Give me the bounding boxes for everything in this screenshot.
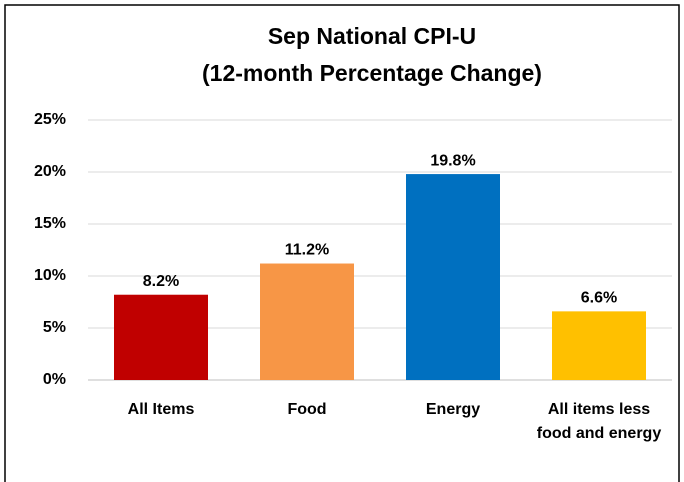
x-tick-label: All items less food and energy [536, 401, 662, 442]
x-tick-label: Food [287, 401, 327, 418]
value-label: 8.2% [143, 273, 179, 290]
frame [4, 4, 680, 482]
value-label: 11.2% [285, 242, 329, 259]
y-tick-label: 15% [34, 215, 66, 232]
chart-title: Sep National CPI-U [268, 23, 476, 49]
x-tick-label: Energy [425, 401, 481, 418]
y-tick-label: 0% [43, 371, 66, 388]
value-label: 6.6% [581, 290, 617, 307]
chart-title: (12-month Percentage Change) [202, 60, 542, 86]
y-tick-label: 20% [34, 163, 66, 180]
y-tick-label: 10% [34, 267, 66, 284]
y-tick-label: 5% [43, 319, 66, 336]
bar [260, 263, 354, 380]
y-tick-label: 25% [34, 111, 66, 128]
value-label: 19.8% [430, 152, 475, 169]
bar [114, 294, 208, 380]
bar [552, 311, 646, 380]
bar [406, 174, 500, 380]
x-tick-label: All Items [127, 401, 195, 418]
